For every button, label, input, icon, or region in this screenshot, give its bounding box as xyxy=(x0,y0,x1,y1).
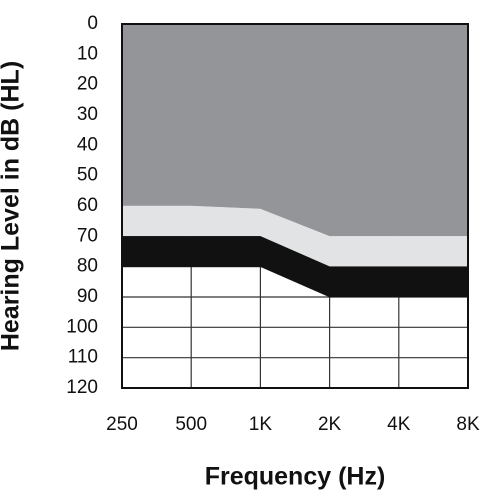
y-tick-label: 100 xyxy=(66,316,98,337)
y-tick-label: 120 xyxy=(66,377,98,398)
y-tick-label: 70 xyxy=(77,225,98,246)
y-tick-label: 50 xyxy=(77,165,98,186)
x-tick-label: 8K xyxy=(456,414,480,435)
areas xyxy=(121,23,469,298)
y-tick-label: 90 xyxy=(77,286,98,307)
x-axis-title: Frequency (Hz) xyxy=(205,463,386,491)
overlay xyxy=(121,23,469,389)
y-tick-label: 0 xyxy=(87,13,98,34)
x-tick-label: 4K xyxy=(387,414,411,435)
y-axis-title: Hearing Level in dB (HL) xyxy=(0,61,25,351)
y-tick-label: 40 xyxy=(77,134,98,155)
y-tick-label: 10 xyxy=(77,43,98,64)
y-tick-label: 80 xyxy=(77,256,98,277)
x-tick-label: 1K xyxy=(249,414,273,435)
y-tick-label: 110 xyxy=(68,347,98,368)
y-tick-label: 30 xyxy=(77,104,98,125)
area xyxy=(121,23,469,237)
plot-border xyxy=(121,23,469,389)
x-tick-label: 2K xyxy=(318,414,342,435)
x-tick-label: 250 xyxy=(106,414,138,435)
x-tick-label: 500 xyxy=(175,414,207,435)
y-tick-label: 20 xyxy=(77,74,98,95)
y-tick-label: 60 xyxy=(77,195,98,216)
